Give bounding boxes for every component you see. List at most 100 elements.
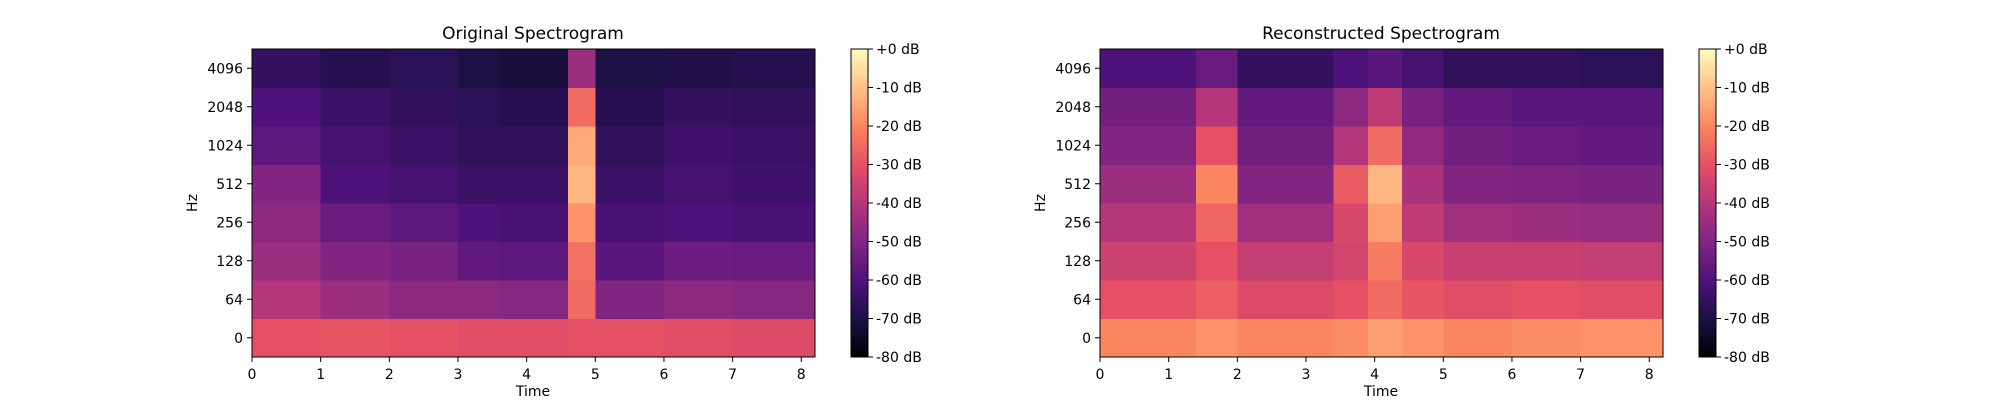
chart-title: Reconstructed Spectrogram (1262, 24, 1500, 44)
y-tick-label: 4096 (1055, 61, 1091, 77)
colorbar-tick-label: -50 dB (1724, 235, 1770, 251)
y-axis-label: Hz (1033, 194, 1049, 212)
heatmap-cell (1402, 49, 1444, 89)
heatmap-cell (1402, 241, 1444, 281)
heatmap-cell (389, 49, 459, 89)
colorbar (850, 48, 869, 358)
x-tick-label: 0 (1096, 367, 1105, 383)
heatmap-cell (567, 164, 596, 204)
heatmap-cell (1367, 164, 1403, 204)
heatmap-cell (1100, 241, 1197, 281)
heatmap-cell (1580, 49, 1664, 89)
heatmap-cell (595, 203, 665, 243)
heatmap-cell (320, 49, 390, 89)
y-tick-label: 128 (216, 254, 243, 270)
heatmap-cell (389, 203, 459, 243)
heatmap-cell (732, 49, 816, 89)
heatmap-cell (252, 87, 322, 127)
heatmap-cell (732, 203, 816, 243)
heatmap-cell (595, 318, 665, 358)
heatmap-cell (663, 241, 734, 281)
heatmap-cell (1333, 203, 1369, 243)
heatmap-cell (1333, 241, 1369, 281)
heatmap-cell (1511, 203, 1582, 243)
y-tick-label: 256 (216, 215, 243, 231)
heatmap-cell (1237, 318, 1335, 358)
colorbar-tick-label: -60 dB (876, 273, 922, 289)
x-tick-label: 8 (797, 367, 806, 383)
colorbar-tick-label: -50 dB (876, 235, 922, 251)
y-tick-label: 2048 (1055, 100, 1091, 116)
x-tick-label: 7 (1576, 367, 1585, 383)
heatmap-cell (1196, 126, 1238, 166)
heatmap-cell (595, 164, 665, 204)
x-tick-label: 2 (385, 367, 394, 383)
heatmap-cell (1196, 87, 1238, 127)
heatmap-cell (1367, 280, 1403, 320)
heatmap-cell (567, 49, 596, 89)
heatmap-cell (1402, 203, 1444, 243)
colorbar-tick-label: -40 dB (1724, 196, 1770, 212)
heatmap-cell (457, 49, 500, 89)
y-tick-label: 0 (234, 331, 243, 347)
x-tick-label: 0 (248, 367, 257, 383)
y-tick-label: 256 (1064, 215, 1091, 231)
x-tick-label: 3 (1302, 367, 1311, 383)
heatmap-cell (732, 318, 816, 358)
heatmap-cell (567, 280, 596, 320)
heatmap-cell (499, 164, 569, 204)
y-tick-label: 128 (1064, 254, 1091, 270)
colorbar-tick-label: -40 dB (876, 196, 922, 212)
heatmap-cell (499, 126, 569, 166)
heatmap-cell (1511, 280, 1582, 320)
heatmap-cell (320, 164, 390, 204)
heatmap-cell (457, 87, 500, 127)
x-tick-label: 5 (1439, 367, 1448, 383)
heatmap-cell (1402, 318, 1444, 358)
x-tick-label: 8 (1645, 367, 1654, 383)
heatmap-cell (1333, 164, 1369, 204)
heatmap-cell (320, 87, 390, 127)
heatmap-cell (1443, 126, 1513, 166)
x-tick-label: 6 (659, 367, 668, 383)
heatmap-cell (1511, 241, 1582, 281)
panel-original: Original Spectrogram 0 1 2 3 4 5 6 7 8 0 64 128 256… (185, 24, 922, 400)
heatmap-cell (567, 241, 596, 281)
heatmap-cell (252, 203, 322, 243)
colorbar-tick-label: -20 dB (876, 119, 922, 135)
heatmap-cell (1333, 87, 1369, 127)
heatmap-cell (1333, 126, 1369, 166)
colorbar-tick-label: -80 dB (1724, 350, 1770, 366)
heatmap-cell (252, 241, 322, 281)
heatmap-cell (1580, 164, 1664, 204)
heatmap-cell (1443, 49, 1513, 89)
heatmap-cell (1367, 87, 1403, 127)
colorbar-tick-label: -20 dB (1724, 119, 1770, 135)
heatmap-cell (1100, 164, 1197, 204)
heatmap-cell (663, 203, 734, 243)
colorbar-tick-label: +0 dB (1724, 42, 1768, 58)
heatmap-cell (1443, 203, 1513, 243)
heatmap-cell (1580, 280, 1664, 320)
x-axis-label: Time (1363, 384, 1398, 400)
heatmap-cell (1237, 280, 1335, 320)
heatmap-cell (1402, 280, 1444, 320)
heatmap-cell (1511, 164, 1582, 204)
heatmap-cell (1580, 87, 1664, 127)
heatmap-cell (1367, 203, 1403, 243)
heatmap-cell (1367, 318, 1403, 358)
heatmap-cell (1580, 318, 1664, 358)
y-axis-label: Hz (185, 194, 201, 212)
colorbar-ticks: +0 dB -10 dB -20 dB -30 dB -40 dB -50 dB -60 d… (1716, 42, 1770, 366)
heatmap-cell (457, 241, 500, 281)
heatmap-cell (1443, 164, 1513, 204)
x-tick-label: 2 (1233, 367, 1242, 383)
heatmap-cell (1333, 49, 1369, 89)
heatmap-cell (457, 126, 500, 166)
heatmap-cell (389, 318, 459, 358)
heatmap-cell (1333, 280, 1369, 320)
heatmap-cell (663, 318, 734, 358)
heatmap-cell (1100, 87, 1197, 127)
y-tick-label: 64 (1073, 292, 1091, 308)
heatmap-cell (1443, 280, 1513, 320)
